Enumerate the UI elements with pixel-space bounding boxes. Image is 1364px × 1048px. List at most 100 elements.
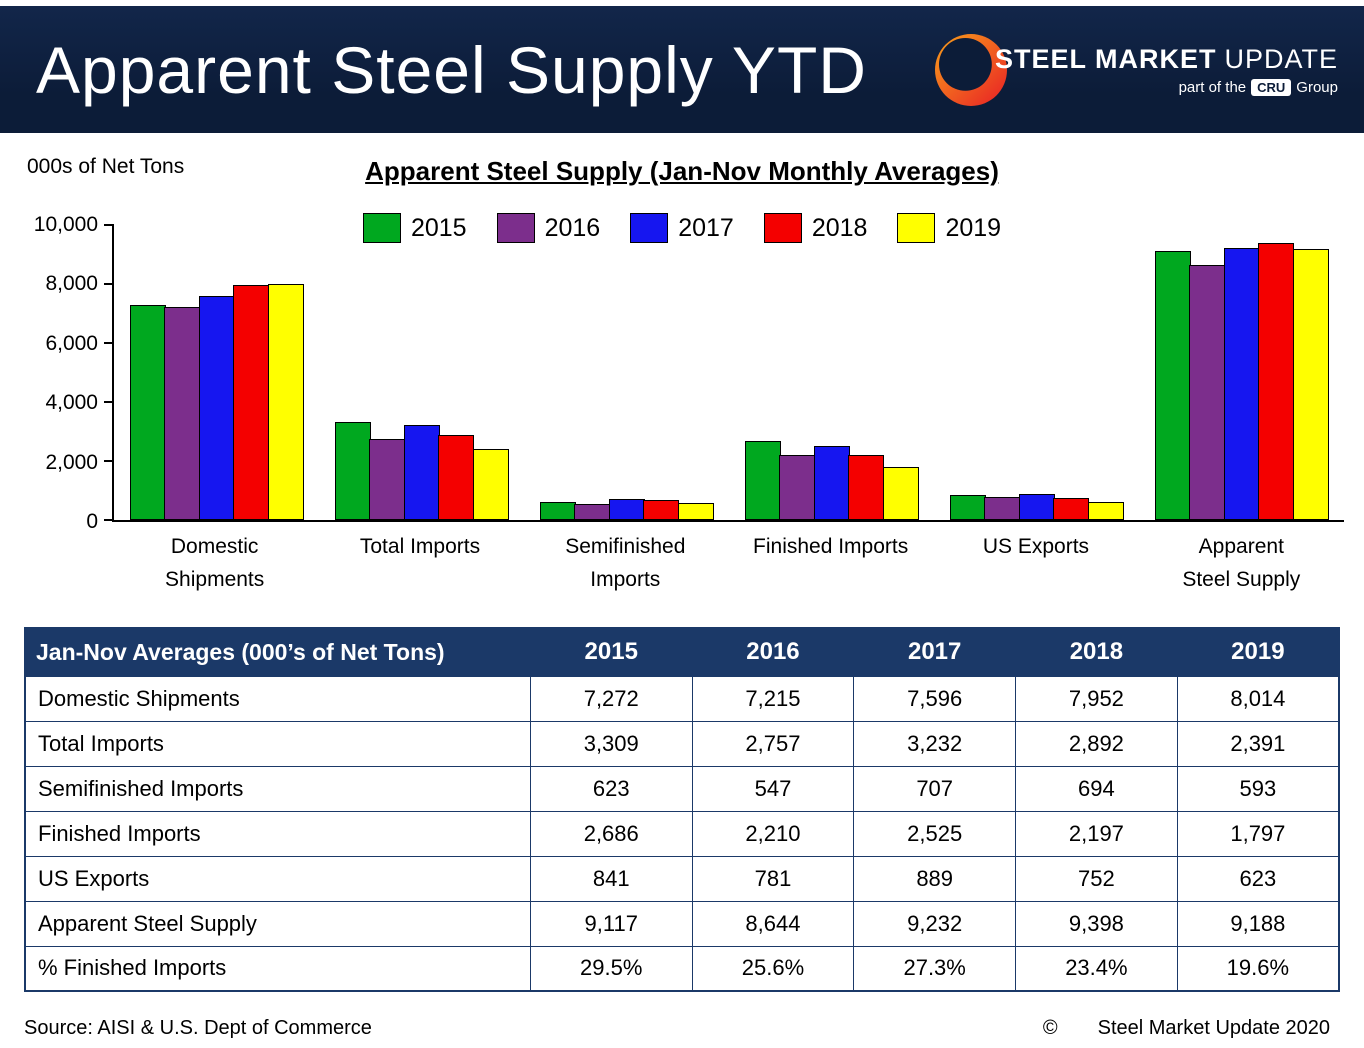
bar-2017 xyxy=(813,445,850,520)
legend-item-2018: 2018 xyxy=(763,213,867,243)
bar-group-semifinished-imports xyxy=(539,225,714,520)
x-axis-label-line: Finished Imports xyxy=(753,535,909,558)
cell-value: 7,596 xyxy=(853,675,1017,722)
x-axis-label-line: Apparent xyxy=(1198,535,1284,558)
cell-value: 27.3% xyxy=(853,945,1017,992)
bar-2018 xyxy=(1258,242,1294,520)
cell-value: 841 xyxy=(529,855,693,902)
bar-group-apparent-steel-supply xyxy=(1154,225,1329,520)
legend-item-2017: 2017 xyxy=(630,213,734,243)
legend-item-2019: 2019 xyxy=(897,213,1001,243)
bar-2018 xyxy=(1053,497,1089,520)
bar-2017 xyxy=(198,295,235,520)
page-title: Apparent Steel Supply YTD xyxy=(36,32,867,107)
y-tick-label: 2,000 xyxy=(45,450,98,474)
bar-2015 xyxy=(129,305,166,520)
legend-swatch-2016 xyxy=(496,213,535,243)
cell-value: 2,892 xyxy=(1015,720,1178,767)
bar-2016 xyxy=(164,307,200,520)
footer: Source: AISI & U.S. Dept of Commerce © S… xyxy=(24,1017,1330,1040)
bar-2019 xyxy=(677,502,714,520)
x-axis-label-line: US Exports xyxy=(982,535,1090,558)
y-tick-label: 8,000 xyxy=(45,272,98,296)
x-axis-label: Apparent Steel Supply xyxy=(1139,531,1344,596)
bar-2017 xyxy=(1223,247,1260,520)
table-header-year: 2015 xyxy=(529,627,693,677)
legend-label: 2016 xyxy=(544,213,601,242)
bar-2015 xyxy=(539,501,576,520)
bar-chart-plot xyxy=(104,224,1344,522)
cell-value: 2,525 xyxy=(853,810,1017,857)
cell-value: 2,686 xyxy=(529,810,693,857)
cell-value: 25.6% xyxy=(691,945,855,992)
cru-badge: CRU xyxy=(1251,78,1292,96)
bar-2015 xyxy=(334,422,371,520)
table-row: US Exports 841 781 889 752 623 xyxy=(24,855,1340,902)
cell-value: 9,117 xyxy=(529,900,693,947)
bar-group-us-exports xyxy=(949,225,1124,520)
logo-steel: STEEL xyxy=(994,43,1087,74)
header-bar: Apparent Steel Supply YTD STEEL MARKET UPD… xyxy=(0,6,1364,133)
cell-value: 781 xyxy=(691,855,855,902)
legend-label: 2017 xyxy=(678,213,734,242)
copyright-text: Steel Market Update 2020 xyxy=(1097,1017,1330,1039)
y-tick-mark xyxy=(104,519,114,521)
cell-value: 8,644 xyxy=(691,900,855,947)
cell-value: 623 xyxy=(529,765,693,812)
bar-2019 xyxy=(267,283,304,520)
bar-2016 xyxy=(574,503,610,520)
legend-label: 2015 xyxy=(410,213,467,242)
bar-group-finished-imports xyxy=(744,225,919,520)
logo-tagline: part of the CRU Group xyxy=(1179,78,1338,96)
cell-value: 3,232 xyxy=(853,720,1017,767)
cell-value: 2,391 xyxy=(1176,720,1340,767)
bar-2019 xyxy=(472,449,509,520)
bar-2018 xyxy=(848,455,884,520)
cell-value: 7,272 xyxy=(529,675,693,722)
bar-2016 xyxy=(369,438,405,520)
cell-value: 9,398 xyxy=(1015,900,1178,947)
table-header-year: 2016 xyxy=(691,627,855,677)
x-axis-label-line: Domestic xyxy=(170,535,259,558)
y-tick-label: 0 xyxy=(86,510,98,533)
x-axis-label: Total Imports xyxy=(317,531,522,596)
row-label: Apparent Steel Supply xyxy=(24,900,531,947)
legend-item-2015: 2015 xyxy=(362,213,467,243)
cell-value: 593 xyxy=(1176,765,1340,812)
cell-value: 19.6% xyxy=(1176,945,1340,992)
table-header-row: Jan-Nov Averages (000’s of Net Tons) 2015… xyxy=(24,627,1340,677)
bar-2019 xyxy=(1292,248,1329,520)
bar-2017 xyxy=(1018,493,1055,520)
row-label: % Finished Imports xyxy=(24,945,531,992)
cell-value: 9,232 xyxy=(853,900,1017,947)
cell-value: 1,797 xyxy=(1176,810,1340,857)
x-axis-label: US Exports xyxy=(933,531,1138,596)
y-axis-units-label: 000s of Net Tons xyxy=(27,155,185,178)
bar-2019 xyxy=(1087,501,1124,520)
y-tick-mark xyxy=(104,401,114,403)
bar-2015 xyxy=(1154,251,1191,520)
x-axis-label: Finished Imports xyxy=(728,531,933,596)
bar-2017 xyxy=(403,424,440,520)
logo-update: UPDATE xyxy=(1224,43,1338,74)
y-tick-mark xyxy=(104,342,114,344)
legend-swatch-2017 xyxy=(630,213,669,243)
data-table: Jan-Nov Averages (000’s of Net Tons) 2015… xyxy=(24,627,1340,992)
x-axis-labels: Domestic Shipments Total Imports Semifinish… xyxy=(112,531,1344,596)
source-note: Source: AISI & U.S. Dept of Commerce xyxy=(24,1017,372,1039)
row-label: Finished Imports xyxy=(24,810,531,857)
bar-2017 xyxy=(608,499,645,520)
table-header-year: 2017 xyxy=(853,627,1017,677)
table-row: Total Imports 3,309 2,757 3,232 2,892 2,391 xyxy=(24,720,1340,767)
bar-2018 xyxy=(233,285,269,520)
legend-label: 2019 xyxy=(945,213,1002,242)
y-tick-label: 6,000 xyxy=(45,331,98,355)
table-row: Semifinished Imports 623 547 707 694 593 xyxy=(24,765,1340,812)
y-tick-label: 4,000 xyxy=(45,391,98,415)
cell-value: 623 xyxy=(1176,855,1340,902)
cell-value: 29.5% xyxy=(529,945,693,992)
cell-value: 889 xyxy=(853,855,1017,902)
row-label: US Exports xyxy=(24,855,531,902)
row-label: Total Imports xyxy=(24,720,531,767)
chart-legend: 2015 2016 2017 2018 2019 xyxy=(0,213,1364,243)
